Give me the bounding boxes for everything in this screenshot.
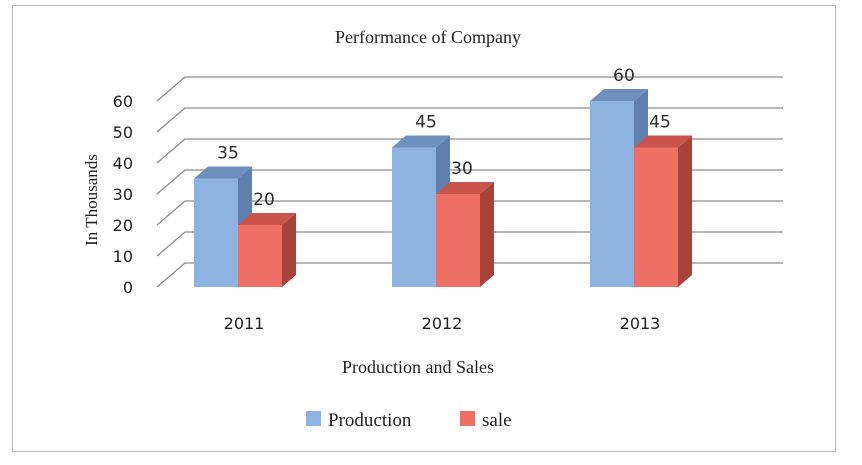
data-label: 45 <box>415 113 437 133</box>
y-tick-label: 10 <box>113 247 133 266</box>
bar-side <box>678 135 692 287</box>
legend-swatch <box>460 411 475 426</box>
bar <box>194 178 238 287</box>
x-axis-label: Production and Sales <box>342 357 494 377</box>
x-tick-label: 2011 <box>224 314 265 333</box>
bar <box>392 147 436 287</box>
y-tick-label: 0 <box>123 278 133 297</box>
y-tick-label: 40 <box>113 154 133 173</box>
data-label: 20 <box>253 190 275 210</box>
bar-top <box>194 166 252 179</box>
x-tick-label: 2013 <box>620 314 661 333</box>
chart-title: Performance of Company <box>335 27 521 47</box>
bar <box>634 147 678 287</box>
gridline <box>156 231 783 257</box>
y-tick-label: 50 <box>113 123 133 142</box>
bar <box>238 225 282 287</box>
gridline <box>156 138 783 164</box>
y-tick-label: 30 <box>113 185 133 204</box>
data-label: 35 <box>217 144 239 164</box>
gridline <box>156 169 783 195</box>
bar-top <box>392 135 450 148</box>
gridline <box>156 107 783 133</box>
bar-top <box>590 89 648 101</box>
bar-side <box>480 182 494 287</box>
bar <box>590 101 634 287</box>
x-tick-label: 2012 <box>422 314 463 333</box>
bar <box>436 194 480 287</box>
data-label: 60 <box>613 66 635 86</box>
bar-top <box>238 213 296 225</box>
bar-top <box>436 182 494 194</box>
y-axis-label: In Thousands <box>82 154 101 246</box>
legend-swatch <box>306 411 321 426</box>
gridline <box>156 262 783 288</box>
legend-label: sale <box>482 410 512 431</box>
bar-top <box>634 135 692 148</box>
gridline <box>156 200 783 226</box>
data-label: 45 <box>649 113 671 133</box>
legend: Production sale <box>306 410 512 431</box>
legend-label: Production <box>328 410 412 431</box>
data-label: 30 <box>451 159 473 179</box>
y-tick-label: 60 <box>113 92 133 111</box>
gridline <box>156 76 783 102</box>
y-tick-label: 20 <box>113 216 133 235</box>
bar-side <box>282 213 296 287</box>
